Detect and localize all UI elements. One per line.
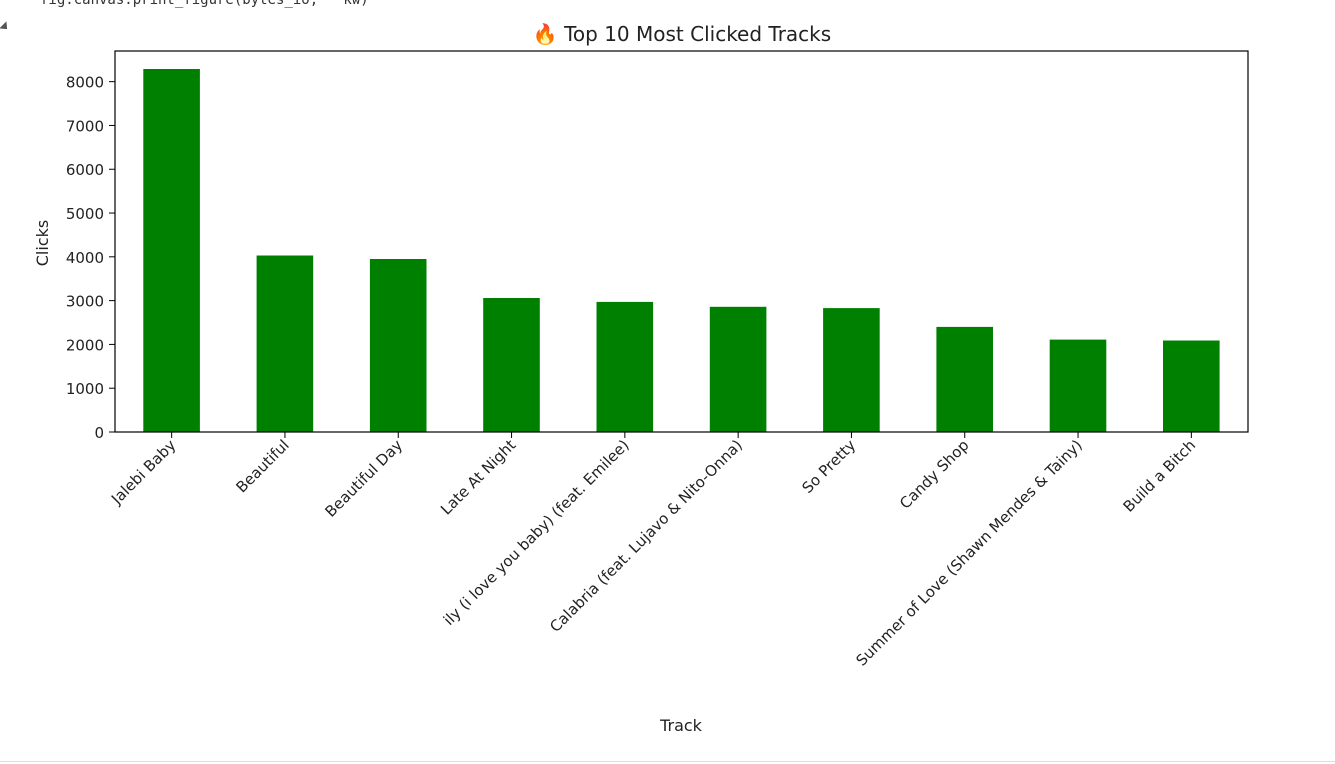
- x-tick-label: Beautiful: [233, 436, 293, 496]
- bar: [256, 255, 314, 432]
- y-tick-label: 1000: [66, 380, 104, 398]
- y-axis-label: Clicks: [33, 220, 52, 266]
- bar: [143, 69, 200, 432]
- x-tick-label: Beautiful Day: [322, 436, 407, 521]
- x-tick-label: Calabria (feat. Lujavo & Nito-Onna): [546, 436, 746, 636]
- y-tick-label: 0: [94, 424, 104, 442]
- code-output-line: fig.canvas.print_figure(bytes_io, **kw): [40, 0, 369, 8]
- y-tick-label: 4000: [66, 249, 104, 267]
- y-tick-label: 8000: [66, 74, 104, 92]
- y-tick-label: 5000: [66, 205, 104, 223]
- chart-title: 🔥 Top 10 Most Clicked Tracks: [533, 22, 831, 46]
- x-tick-label: Late At Night: [437, 436, 519, 518]
- bar: [936, 326, 993, 432]
- x-tick-label: So Pretty: [798, 436, 859, 497]
- bar: [369, 259, 427, 432]
- y-tick-label: 2000: [66, 336, 104, 354]
- y-tick-label: 6000: [66, 161, 104, 179]
- bar: [1049, 339, 1107, 432]
- bar: [483, 298, 540, 432]
- x-tick-label: Summer of Love (Shawn Mendes & Tainy): [852, 436, 1085, 669]
- plot-area: 0 1000 2000 3000 4000 5000 6000 7000 8000 Jalebi …: [66, 50, 1249, 670]
- x-tick-label: Candy Shop: [896, 436, 972, 512]
- x-axis-label: Track: [659, 716, 703, 735]
- axes-frame: [114, 50, 1249, 433]
- bar: [1163, 340, 1220, 432]
- bar: [709, 306, 767, 432]
- y-tick-label: 3000: [66, 293, 104, 311]
- cell-divider: [0, 761, 1335, 762]
- x-tick-label: ily (i love you baby) (feat. Emilee): [440, 436, 633, 629]
- y-tick-label: 7000: [66, 117, 104, 135]
- x-tick-label: Jalebi Baby: [107, 436, 179, 508]
- bar: [823, 308, 880, 432]
- x-tick-label: Build a Bitch: [1120, 436, 1200, 516]
- bar: [596, 301, 654, 432]
